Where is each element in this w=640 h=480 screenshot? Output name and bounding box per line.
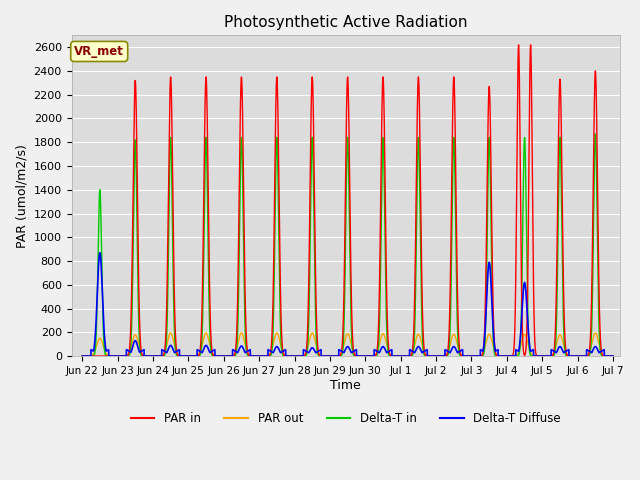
Title: Photosynthetic Active Radiation: Photosynthetic Active Radiation: [224, 15, 468, 30]
Text: VR_met: VR_met: [74, 45, 124, 58]
Y-axis label: PAR (umol/m2/s): PAR (umol/m2/s): [15, 144, 28, 248]
Legend: PAR in, PAR out, Delta-T in, Delta-T Diffuse: PAR in, PAR out, Delta-T in, Delta-T Dif…: [126, 407, 566, 430]
X-axis label: Time: Time: [330, 379, 361, 392]
